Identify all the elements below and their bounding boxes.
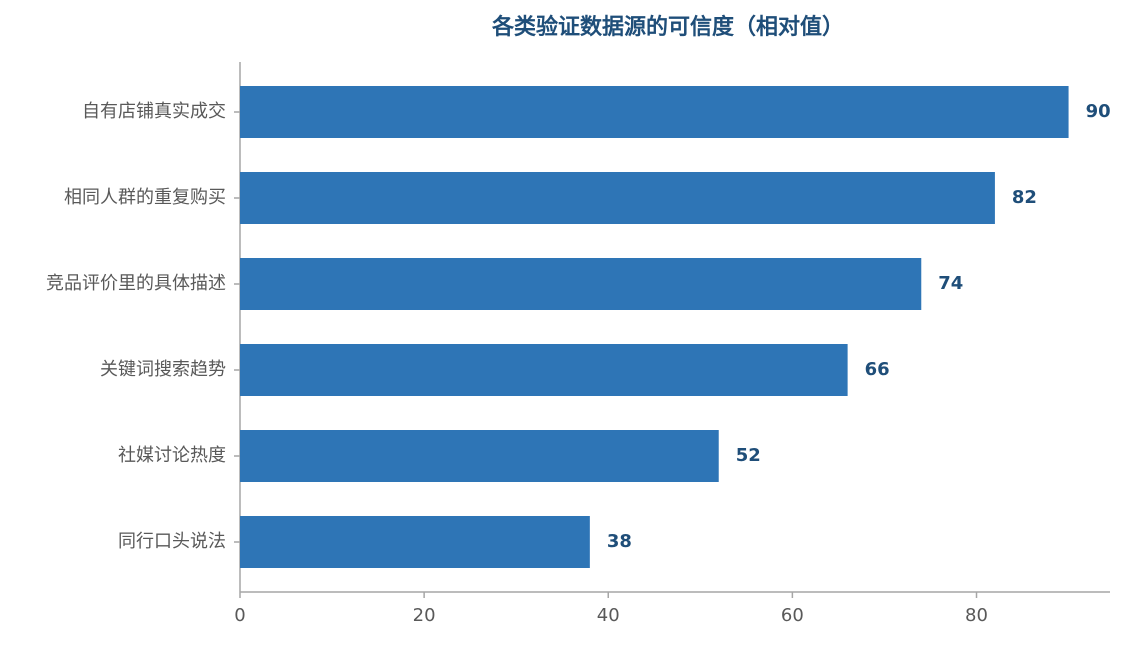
x-tick-label: 40 — [597, 605, 620, 626]
value-label: 52 — [736, 445, 761, 466]
bar — [240, 430, 719, 482]
bar — [240, 86, 1069, 138]
chart-title: 各类验证数据源的可信度（相对值） — [491, 14, 844, 40]
value-label: 90 — [1086, 101, 1111, 122]
bar — [240, 172, 995, 224]
bar — [240, 516, 590, 568]
x-tick-label: 80 — [965, 605, 988, 626]
x-tick-label: 60 — [781, 605, 804, 626]
y-tick-label: 同行口头说法 — [118, 531, 226, 552]
bar — [240, 344, 848, 396]
y-tick-label: 相同人群的重复购买 — [64, 187, 226, 208]
y-tick-label: 关键词搜索趋势 — [100, 359, 226, 380]
value-label: 74 — [938, 273, 963, 294]
y-tick-label: 社媒讨论热度 — [118, 445, 226, 466]
value-label: 82 — [1012, 187, 1037, 208]
y-tick-label: 竞品评价里的具体描述 — [46, 273, 226, 294]
x-tick-label: 0 — [234, 605, 245, 626]
value-label: 38 — [607, 531, 632, 552]
bar — [240, 258, 922, 310]
value-label: 66 — [865, 359, 890, 380]
x-tick-label: 20 — [413, 605, 436, 626]
y-tick-label: 自有店铺真实成交 — [82, 101, 226, 122]
